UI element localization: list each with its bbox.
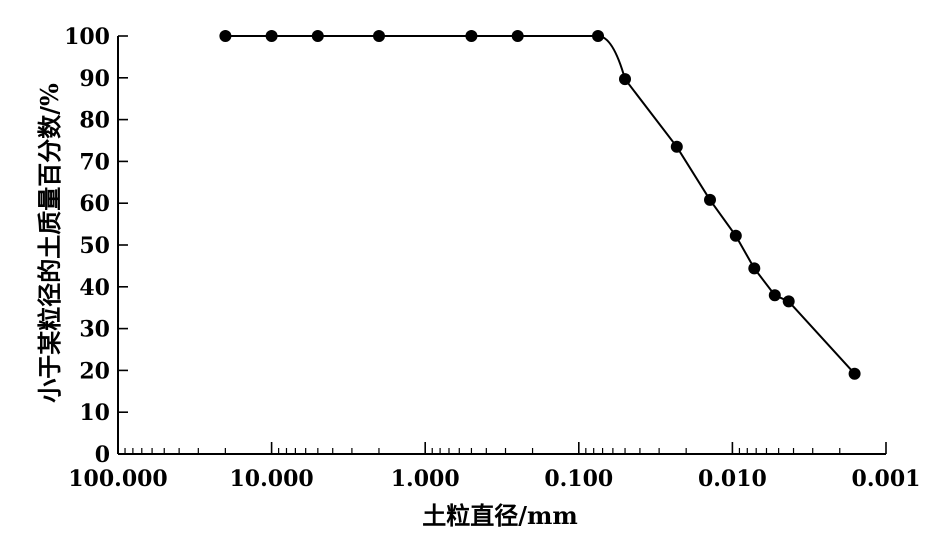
data-point — [729, 229, 742, 242]
y-tick-label: 90 — [79, 66, 110, 92]
x-axis-ticks — [117, 442, 887, 454]
y-tick-label: 50 — [79, 233, 110, 259]
y-tick-label: 0 — [95, 442, 110, 468]
x-tick-label: 100.000 — [68, 466, 168, 492]
y-tick-label: 70 — [79, 149, 110, 175]
x-tick-label: 10.000 — [229, 466, 313, 492]
data-point — [311, 30, 324, 42]
axes — [117, 36, 886, 455]
data-point — [782, 295, 795, 308]
data-point — [465, 30, 478, 42]
series-line — [225, 35, 856, 375]
x-axis-tick-labels: 100.000 10.000 1.000 0.100 0.010 0.001 — [68, 466, 920, 492]
data-point — [592, 30, 604, 42]
x-tick-label: 0.010 — [698, 466, 767, 492]
x-tick-label: 1.000 — [391, 466, 460, 492]
y-tick-label: 30 — [79, 317, 110, 343]
data-point — [219, 30, 232, 42]
data-point — [511, 30, 524, 42]
data-point — [748, 262, 761, 275]
y-axis-title: 小于某粒径的土质量百分数/% — [35, 83, 64, 403]
y-tick-label: 100 — [64, 24, 110, 50]
data-point — [373, 30, 385, 42]
y-tick-label: 80 — [79, 108, 110, 134]
y-tick-label: 10 — [79, 400, 110, 426]
y-tick-label: 20 — [79, 358, 110, 384]
y-axis-tick-labels: 0 10 20 30 40 50 60 70 80 90 100 — [64, 24, 110, 468]
data-point — [670, 140, 683, 153]
x-tick-label: 0.001 — [852, 466, 921, 492]
data-point — [619, 73, 631, 86]
x-axis-title: 土粒直径/mm — [422, 501, 578, 530]
y-axis-ticks — [118, 35, 128, 455]
data-point — [768, 289, 781, 302]
data-point — [265, 30, 278, 42]
x-tick-label: 0.100 — [544, 466, 613, 492]
data-point — [704, 193, 716, 206]
plot-area — [219, 30, 861, 380]
y-tick-label: 40 — [79, 275, 110, 301]
y-tick-label: 60 — [79, 191, 110, 217]
data-point — [848, 367, 861, 380]
